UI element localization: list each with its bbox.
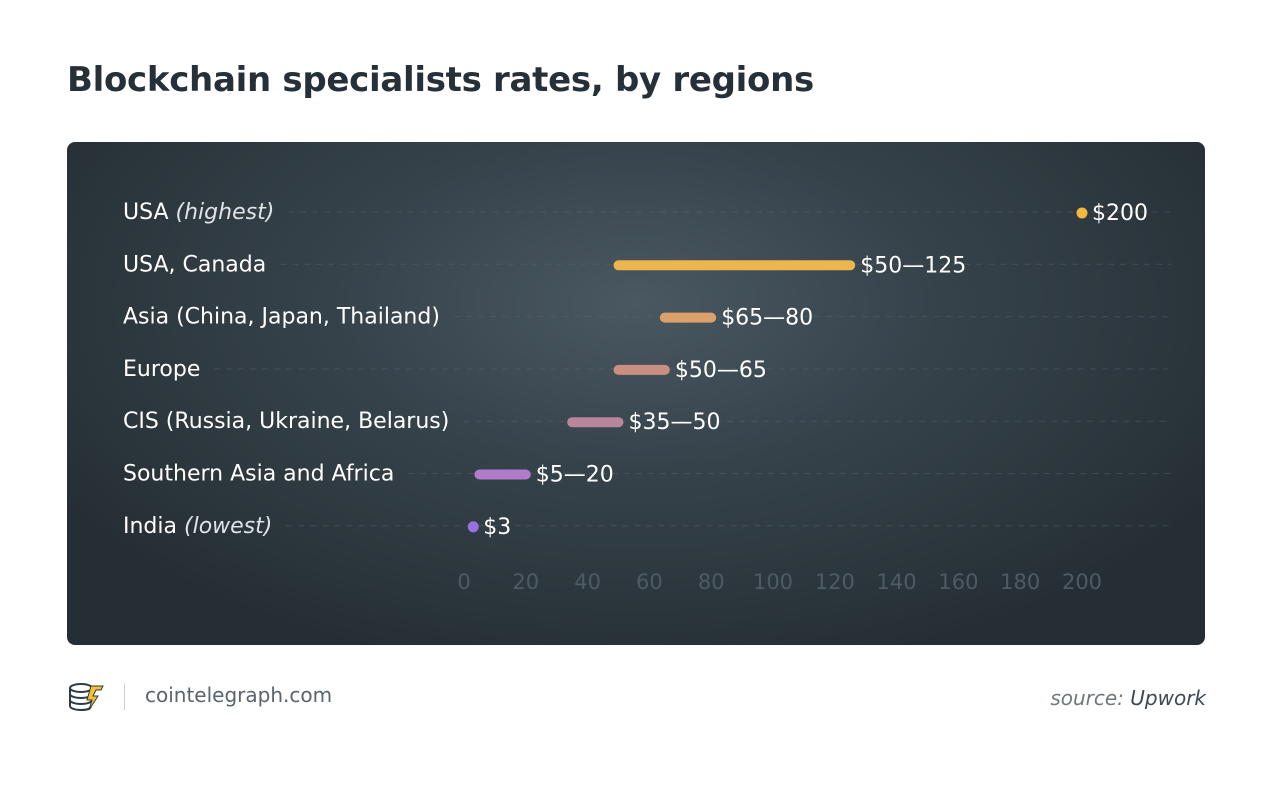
row-label: Asia (China, Japan, Thailand) <box>123 305 440 330</box>
x-tick-label: 140 <box>877 570 917 594</box>
value-label: $35—50 <box>629 410 721 435</box>
data-point <box>1076 207 1088 219</box>
row-label-text: India <box>123 514 177 539</box>
x-tick-label: 180 <box>1000 570 1040 594</box>
footer-separator <box>124 684 125 710</box>
row-label-note: (lowest) <box>177 514 272 539</box>
x-tick-label: 200 <box>1062 570 1102 594</box>
row-label-text: USA, Canada <box>123 252 266 277</box>
row-label: CIS (Russia, Ukraine, Belarus) <box>123 409 449 434</box>
chart-panel: USA (highest) $200 USA, Canada $50—125 Asia … <box>67 142 1205 645</box>
x-tick-label: 0 <box>457 570 470 594</box>
value-label: $65—80 <box>721 306 813 331</box>
footer-site-link[interactable]: cointelegraph.com <box>145 683 333 707</box>
value-label: $50—65 <box>675 358 767 383</box>
value-label: $5—20 <box>536 463 614 488</box>
x-tick-label: 20 <box>512 570 539 594</box>
row-label: USA, Canada <box>123 252 266 277</box>
row-label: India (lowest) <box>123 514 272 539</box>
row-label: Europe <box>123 357 200 382</box>
row-label-text: USA <box>123 200 169 225</box>
x-tick-label: 120 <box>815 570 855 594</box>
row-label-text: Europe <box>123 357 200 382</box>
value-label: $50—125 <box>860 253 966 278</box>
value-label: $200 <box>1092 201 1148 226</box>
value-label: $3 <box>483 515 511 540</box>
source-name: Upwork <box>1130 686 1206 710</box>
x-tick-label: 160 <box>938 570 978 594</box>
row-label-text: Asia (China, Japan, Thailand) <box>123 305 440 330</box>
footer-source: source: Upwork <box>1050 686 1206 710</box>
row-label: USA (highest) <box>123 200 274 225</box>
x-tick-label: 60 <box>636 570 663 594</box>
row-label-text: CIS (Russia, Ukraine, Belarus) <box>123 409 449 434</box>
cointelegraph-logo-icon[interactable] <box>67 680 105 714</box>
x-tick-label: 80 <box>698 570 725 594</box>
chart-title: Blockchain specialists rates, by regions <box>67 60 814 100</box>
x-tick-label: 100 <box>753 570 793 594</box>
data-point <box>467 521 479 533</box>
source-prefix: source: <box>1050 686 1124 710</box>
row-label-text: Southern Asia and Africa <box>123 462 394 487</box>
x-tick-label: 40 <box>574 570 601 594</box>
row-label: Southern Asia and Africa <box>123 462 394 487</box>
range-chart: USA (highest) $200 USA, Canada $50—125 Asia … <box>123 200 1172 594</box>
row-label-note: (highest) <box>169 200 275 225</box>
